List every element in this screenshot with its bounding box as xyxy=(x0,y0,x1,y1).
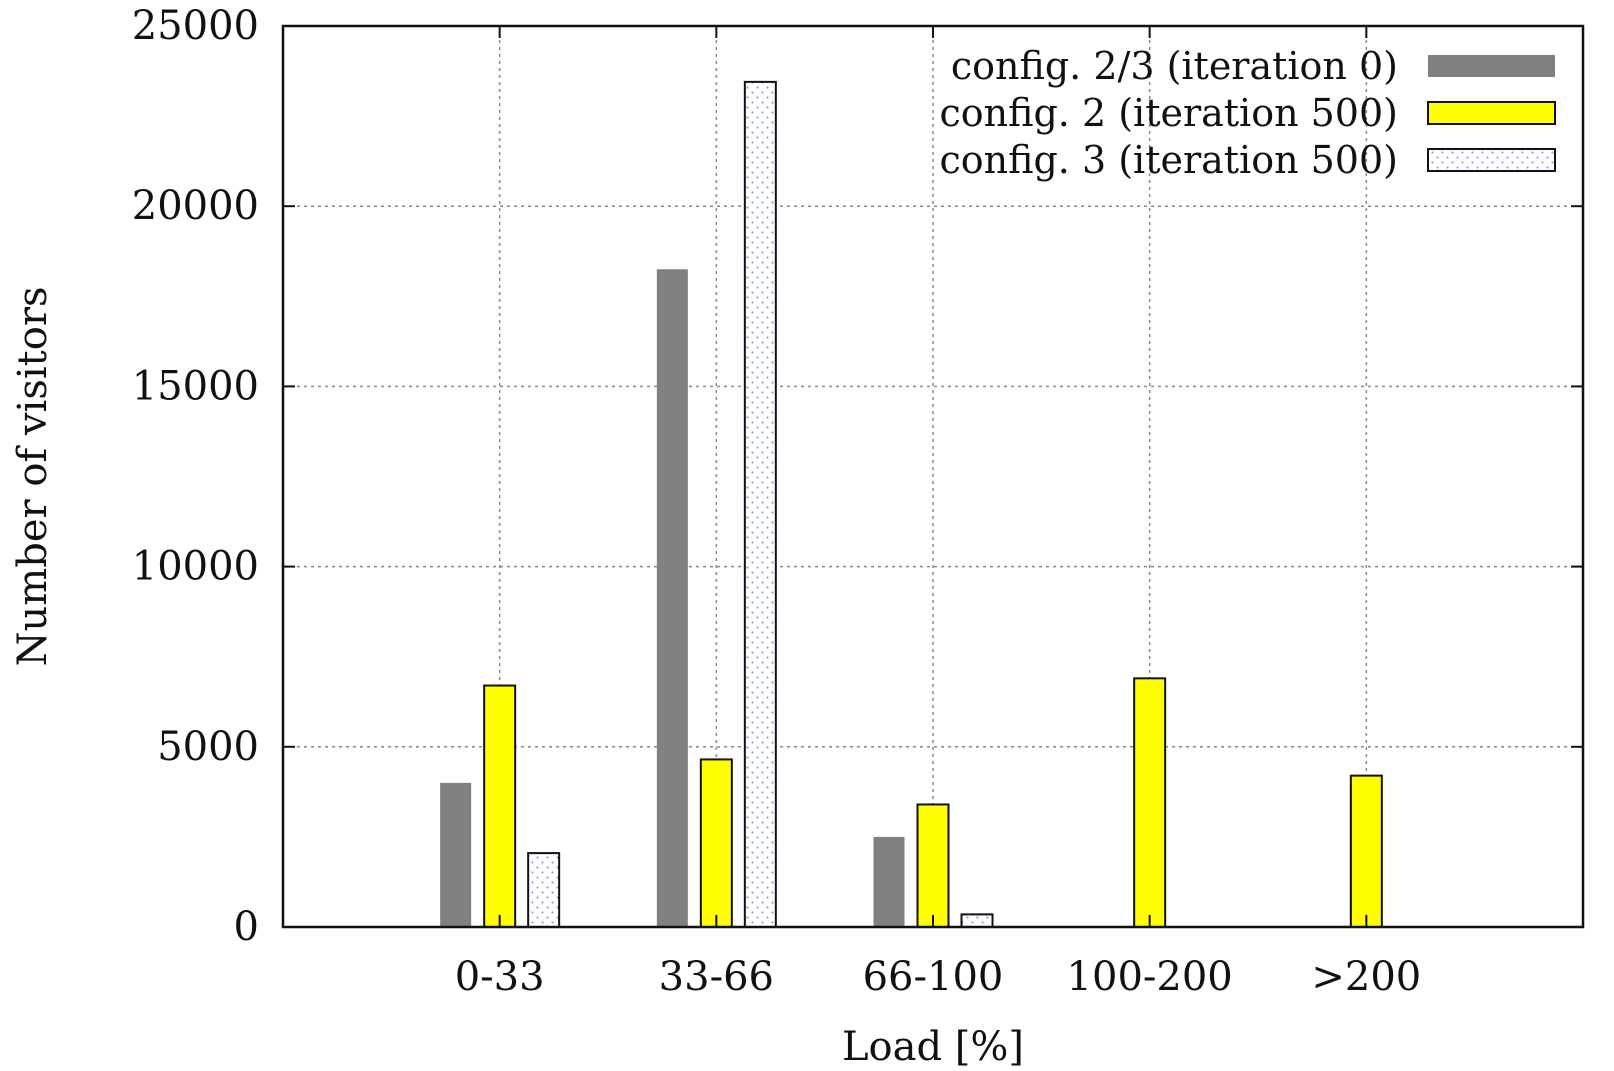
x-axis-title: Load [%] xyxy=(842,1024,1024,1070)
bar-series-1 xyxy=(873,836,905,927)
bar-series-3 xyxy=(960,913,994,928)
x-tick-label: 0-33 xyxy=(455,954,545,1000)
axis-ticks: 0 5000 10000 15000 20000 25000 0-33 33-66 66-100… xyxy=(132,3,1583,1000)
legend-swatch-1 xyxy=(1428,55,1555,77)
y-tick-label: 15000 xyxy=(132,363,259,409)
y-tick-label: 20000 xyxy=(132,183,259,229)
y-tick-label: 5000 xyxy=(157,724,259,770)
bar-series-3 xyxy=(743,80,777,928)
y-axis-title: Number of visitors xyxy=(10,287,56,667)
bar-series-1 xyxy=(656,269,688,927)
y-tick-label: 10000 xyxy=(132,544,259,590)
legend-label: config. 2 (iteration 500) xyxy=(940,91,1399,135)
legend: config. 2/3 (iteration 0)config. 2 (iter… xyxy=(940,44,1556,182)
x-tick-label: 100-200 xyxy=(1067,954,1233,1000)
x-tick-label: >200 xyxy=(1311,954,1421,1000)
bar-series-1 xyxy=(440,782,472,927)
bar-series-2 xyxy=(916,803,950,928)
bar-series-2 xyxy=(483,684,517,928)
legend-swatch-3 xyxy=(1427,148,1556,172)
bar-series-2 xyxy=(699,758,733,928)
legend-label: config. 2/3 (iteration 0) xyxy=(951,44,1398,88)
bar-series-2 xyxy=(1133,677,1167,928)
legend-label: config. 3 (iteration 500) xyxy=(940,138,1399,182)
bar-series-3 xyxy=(527,852,561,928)
y-tick-label: 0 xyxy=(234,904,259,950)
bar-series-2 xyxy=(1349,774,1383,929)
bars xyxy=(440,80,1383,929)
x-tick-label: 33-66 xyxy=(659,954,774,1000)
x-tick-label: 66-100 xyxy=(863,954,1004,1000)
y-tick-label: 25000 xyxy=(132,3,259,49)
legend-swatch-2 xyxy=(1427,101,1556,125)
